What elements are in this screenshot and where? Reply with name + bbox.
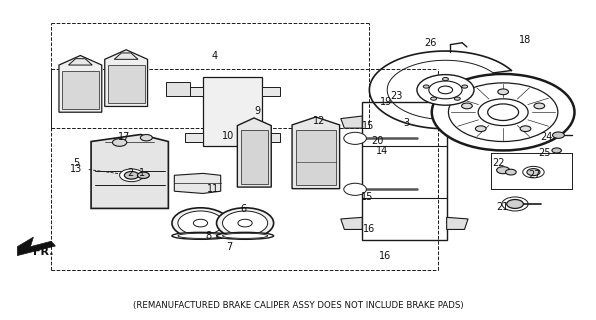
Polygon shape: [59, 55, 102, 112]
Circle shape: [507, 199, 523, 208]
Text: 19: 19: [380, 97, 392, 107]
Circle shape: [417, 75, 474, 105]
Circle shape: [448, 83, 558, 141]
Circle shape: [238, 219, 252, 227]
Text: (REMANUFACTURED BRAKE CALIPER ASSY DOES NOT INCLUDE BRAKE PADS): (REMANUFACTURED BRAKE CALIPER ASSY DOES …: [133, 301, 463, 310]
Circle shape: [172, 208, 229, 238]
Text: 7: 7: [226, 242, 233, 252]
Polygon shape: [292, 117, 340, 189]
Text: 15: 15: [362, 121, 374, 131]
Polygon shape: [446, 116, 468, 128]
Polygon shape: [69, 59, 92, 65]
Polygon shape: [166, 82, 190, 96]
Text: 1: 1: [139, 168, 145, 178]
Text: FR.: FR.: [33, 247, 54, 257]
Text: 3: 3: [403, 118, 409, 128]
Polygon shape: [262, 87, 280, 96]
Text: 21: 21: [496, 202, 508, 212]
Circle shape: [534, 103, 545, 109]
Circle shape: [442, 77, 448, 81]
Text: 17: 17: [118, 132, 131, 142]
Ellipse shape: [172, 232, 229, 239]
Text: 14: 14: [376, 146, 389, 156]
Circle shape: [138, 172, 150, 179]
Circle shape: [125, 172, 139, 179]
Circle shape: [527, 169, 540, 176]
Ellipse shape: [216, 232, 274, 239]
Text: 16: 16: [378, 251, 391, 261]
Polygon shape: [341, 116, 362, 128]
Text: 12: 12: [313, 116, 325, 126]
Polygon shape: [185, 87, 203, 96]
Text: 22: 22: [493, 157, 505, 168]
Circle shape: [488, 104, 519, 121]
Circle shape: [438, 86, 452, 94]
Polygon shape: [108, 65, 145, 103]
Circle shape: [454, 97, 460, 100]
Circle shape: [476, 126, 486, 132]
Circle shape: [141, 134, 153, 141]
Circle shape: [505, 169, 516, 175]
Circle shape: [552, 148, 561, 153]
Text: 6: 6: [240, 204, 246, 214]
Circle shape: [498, 89, 508, 95]
Polygon shape: [91, 134, 169, 208]
Text: 18: 18: [519, 35, 531, 44]
Polygon shape: [114, 53, 138, 59]
Text: 8: 8: [206, 231, 212, 241]
Text: 11: 11: [207, 184, 220, 194]
Polygon shape: [185, 133, 203, 142]
Circle shape: [348, 134, 362, 142]
Circle shape: [502, 197, 528, 211]
Circle shape: [344, 183, 367, 196]
Circle shape: [496, 167, 510, 174]
Circle shape: [523, 166, 544, 178]
Polygon shape: [105, 50, 148, 107]
Circle shape: [222, 211, 268, 235]
Circle shape: [120, 169, 144, 182]
Circle shape: [478, 99, 528, 125]
Circle shape: [344, 132, 367, 144]
Polygon shape: [296, 130, 336, 185]
Circle shape: [113, 139, 127, 146]
Polygon shape: [62, 71, 99, 109]
Circle shape: [552, 132, 564, 138]
Circle shape: [429, 81, 462, 99]
Circle shape: [423, 85, 429, 88]
Text: 27: 27: [529, 170, 541, 180]
Text: 20: 20: [371, 136, 383, 146]
Text: 10: 10: [222, 131, 234, 141]
Text: 16: 16: [363, 224, 375, 235]
Circle shape: [178, 211, 223, 235]
Polygon shape: [17, 237, 55, 256]
Polygon shape: [341, 217, 362, 229]
Circle shape: [461, 103, 472, 109]
Circle shape: [430, 97, 436, 100]
Polygon shape: [174, 173, 221, 194]
Circle shape: [348, 186, 362, 193]
Text: 25: 25: [538, 148, 551, 158]
Circle shape: [520, 126, 531, 132]
Text: 2: 2: [127, 168, 134, 178]
Polygon shape: [237, 118, 271, 187]
Text: 9: 9: [254, 106, 260, 116]
Polygon shape: [262, 133, 280, 142]
Ellipse shape: [178, 233, 223, 238]
Text: 23: 23: [390, 91, 403, 101]
Text: 24: 24: [541, 132, 552, 142]
Text: 4: 4: [212, 52, 218, 61]
Circle shape: [462, 85, 468, 88]
Circle shape: [216, 208, 274, 238]
Text: 13: 13: [70, 164, 82, 174]
Text: 5: 5: [74, 158, 80, 168]
Ellipse shape: [222, 233, 268, 238]
Text: 15: 15: [361, 192, 373, 202]
Text: 26: 26: [424, 38, 436, 48]
Polygon shape: [241, 130, 268, 184]
Polygon shape: [446, 217, 468, 229]
Circle shape: [193, 219, 207, 227]
Circle shape: [432, 74, 575, 150]
Polygon shape: [203, 77, 262, 146]
